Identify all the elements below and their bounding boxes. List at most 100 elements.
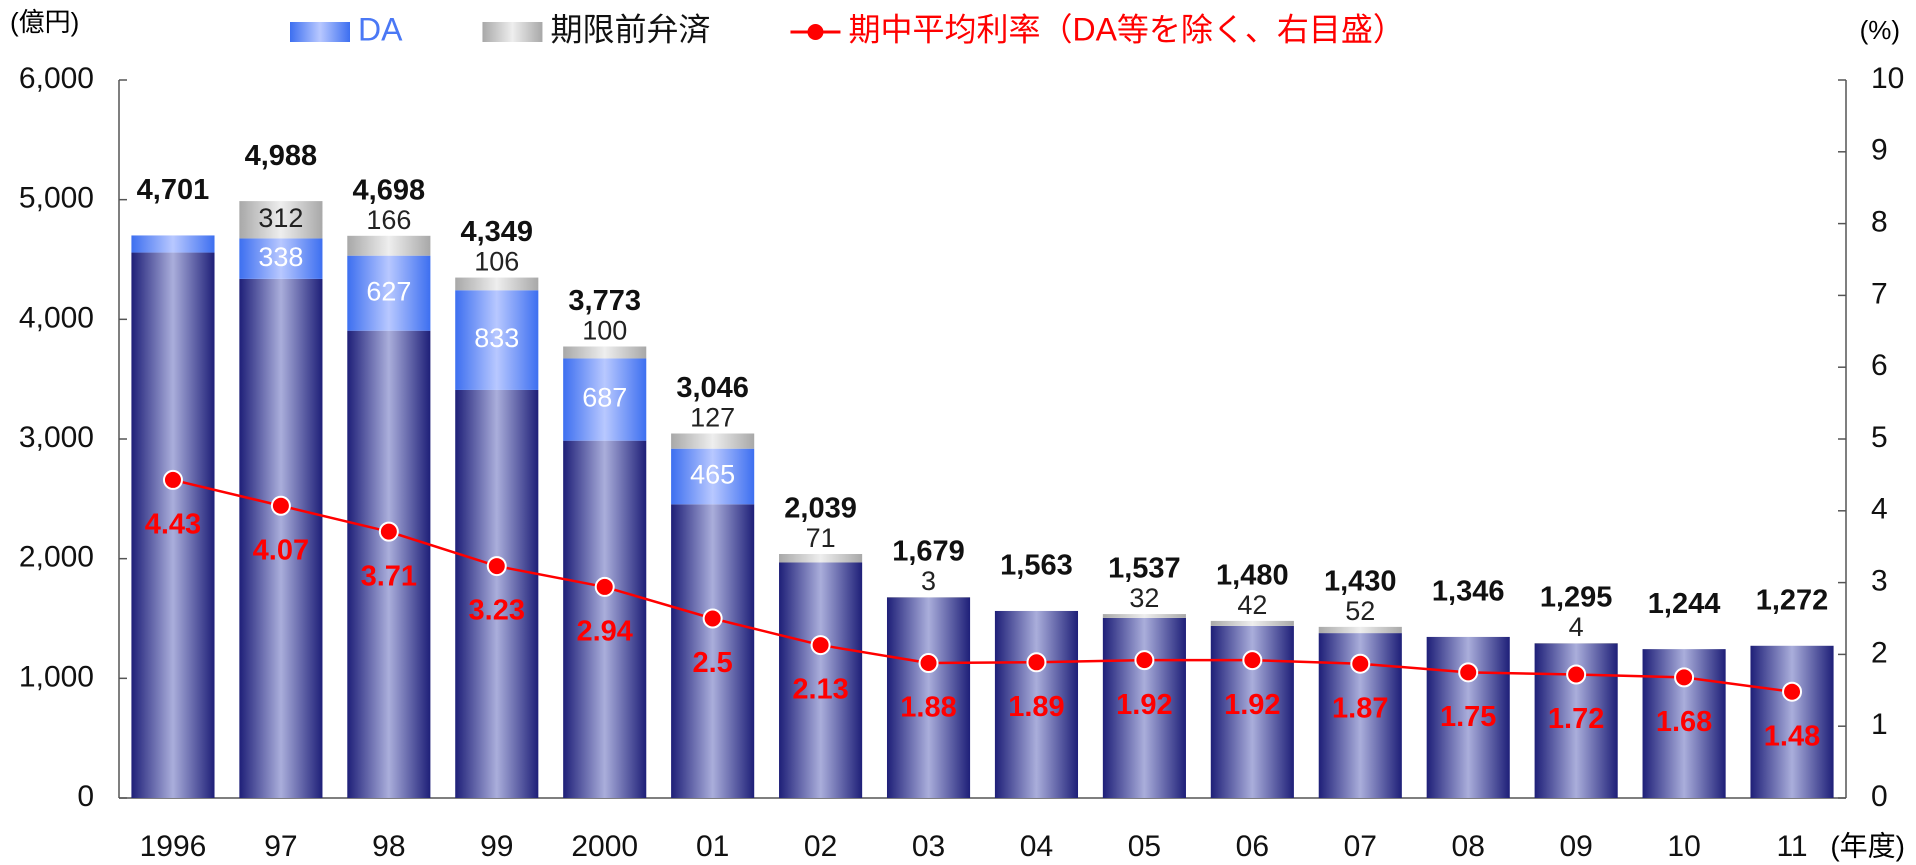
bar-segment [131, 252, 215, 798]
total-label: 1,679 [892, 536, 965, 568]
line-marker [378, 521, 399, 542]
x-tick-label: 2000 [571, 830, 638, 863]
line-marker [1134, 650, 1155, 671]
line-value-label: 3.71 [361, 560, 417, 592]
bar-segment [563, 358, 647, 441]
line-value-label: 1.75 [1440, 701, 1496, 733]
bar-value-label: 42 [1237, 590, 1267, 620]
bar-segment [239, 201, 323, 239]
y-tick-label: 2,000 [19, 541, 94, 574]
total-label: 1,537 [1108, 553, 1181, 585]
line-value-label: 2.94 [576, 616, 632, 648]
bar-value-label: 687 [582, 383, 627, 413]
line-marker [270, 495, 291, 516]
bar-segment [239, 238, 323, 279]
y2-axis-label: (%) [1860, 15, 1900, 45]
x-tick-label: 06 [1236, 830, 1269, 863]
line-series [172, 478, 1793, 693]
x-tick-label: 07 [1344, 830, 1377, 863]
bar-segment [455, 389, 539, 798]
y-tick-label: 0 [77, 780, 94, 813]
line-marker [918, 653, 939, 674]
bar-value-label: 32 [1129, 583, 1159, 613]
total-label: 4,701 [137, 174, 210, 206]
bar-segment [455, 277, 539, 291]
line-marker [594, 576, 615, 597]
line-value-label: 3.23 [469, 595, 525, 627]
x-axis-label: (年度) [1830, 830, 1905, 861]
bar-segment [779, 562, 863, 798]
x-tick-label: 05 [1128, 830, 1161, 863]
legend-swatch [290, 22, 350, 42]
y2-tick-label: 6 [1871, 349, 1888, 382]
line-marker [1026, 652, 1047, 673]
x-tick-label: 97 [264, 830, 297, 863]
line-value-label: 1.92 [1116, 689, 1172, 721]
x-tick-label: 02 [804, 830, 837, 863]
x-tick-label: 09 [1559, 830, 1592, 863]
line-value-label: 2.5 [692, 647, 732, 679]
y2-tick-label: 3 [1871, 565, 1888, 598]
line-marker [1242, 650, 1263, 671]
total-label: 1,272 [1756, 584, 1829, 616]
bar-segment [455, 290, 539, 390]
bar-value-label: 71 [806, 523, 836, 553]
line-value-label: 1.88 [900, 692, 956, 724]
bar-segment [671, 504, 755, 798]
bar-segment [1750, 645, 1834, 798]
x-tick-label: 1996 [140, 830, 207, 863]
line-marker [1566, 664, 1587, 685]
y2-tick-label: 7 [1871, 277, 1888, 310]
bar-value-label: 312 [258, 203, 303, 233]
line-marker [162, 469, 183, 490]
bar-value-label: 166 [366, 205, 411, 235]
total-label: 3,046 [676, 372, 749, 404]
y2-tick-label: 8 [1871, 206, 1888, 239]
y2-tick-label: 1 [1871, 708, 1888, 741]
x-tick-label: 98 [372, 830, 405, 863]
line-value-label: 4.43 [145, 509, 201, 541]
total-label: 4,698 [353, 174, 426, 206]
bar-segment [886, 597, 971, 798]
line-value-label: 4.07 [253, 534, 309, 566]
x-tick-label: 01 [696, 830, 729, 863]
legend-marker [807, 24, 824, 40]
line-value-label: 1.68 [1656, 706, 1712, 738]
bar-segment [994, 610, 1079, 798]
line-marker [702, 608, 723, 629]
line-marker [1458, 662, 1479, 683]
bar-segment [1102, 617, 1186, 798]
total-label: 1,430 [1324, 566, 1397, 598]
legend-label: DA [358, 11, 403, 47]
legend-swatch [482, 22, 543, 42]
line-marker [1674, 667, 1695, 688]
bar-segment [239, 278, 323, 798]
x-tick-label: 04 [1020, 830, 1053, 863]
bar-segment [563, 346, 647, 359]
line-marker [486, 556, 507, 577]
line-value-label: 1.92 [1224, 689, 1280, 721]
y2-tick-label: 10 [1871, 62, 1904, 95]
bar-value-label: 143 [150, 205, 195, 235]
x-tick-label: 03 [912, 830, 945, 863]
total-label: 2,039 [784, 493, 857, 525]
line-value-label: 1.48 [1764, 720, 1820, 752]
bar-value-label: 127 [690, 403, 735, 433]
y-tick-label: 5,000 [19, 182, 94, 215]
line-value-label: 2.13 [792, 674, 848, 706]
line-marker [1350, 653, 1371, 674]
total-label: 1,563 [1000, 550, 1073, 582]
total-label: 1,346 [1432, 576, 1505, 608]
total-label: 1,295 [1540, 582, 1613, 614]
y2-tick-label: 4 [1871, 493, 1888, 526]
x-tick-label: 99 [480, 830, 513, 863]
total-label: 4,349 [460, 216, 533, 248]
x-tick-label: 08 [1452, 830, 1485, 863]
bar-segment [131, 235, 215, 253]
bar-value-label: 627 [366, 276, 411, 306]
bar-segment [671, 433, 755, 449]
y2-tick-label: 0 [1871, 780, 1888, 813]
y-tick-label: 3,000 [19, 421, 94, 454]
line-value-label: 1.72 [1548, 703, 1604, 735]
